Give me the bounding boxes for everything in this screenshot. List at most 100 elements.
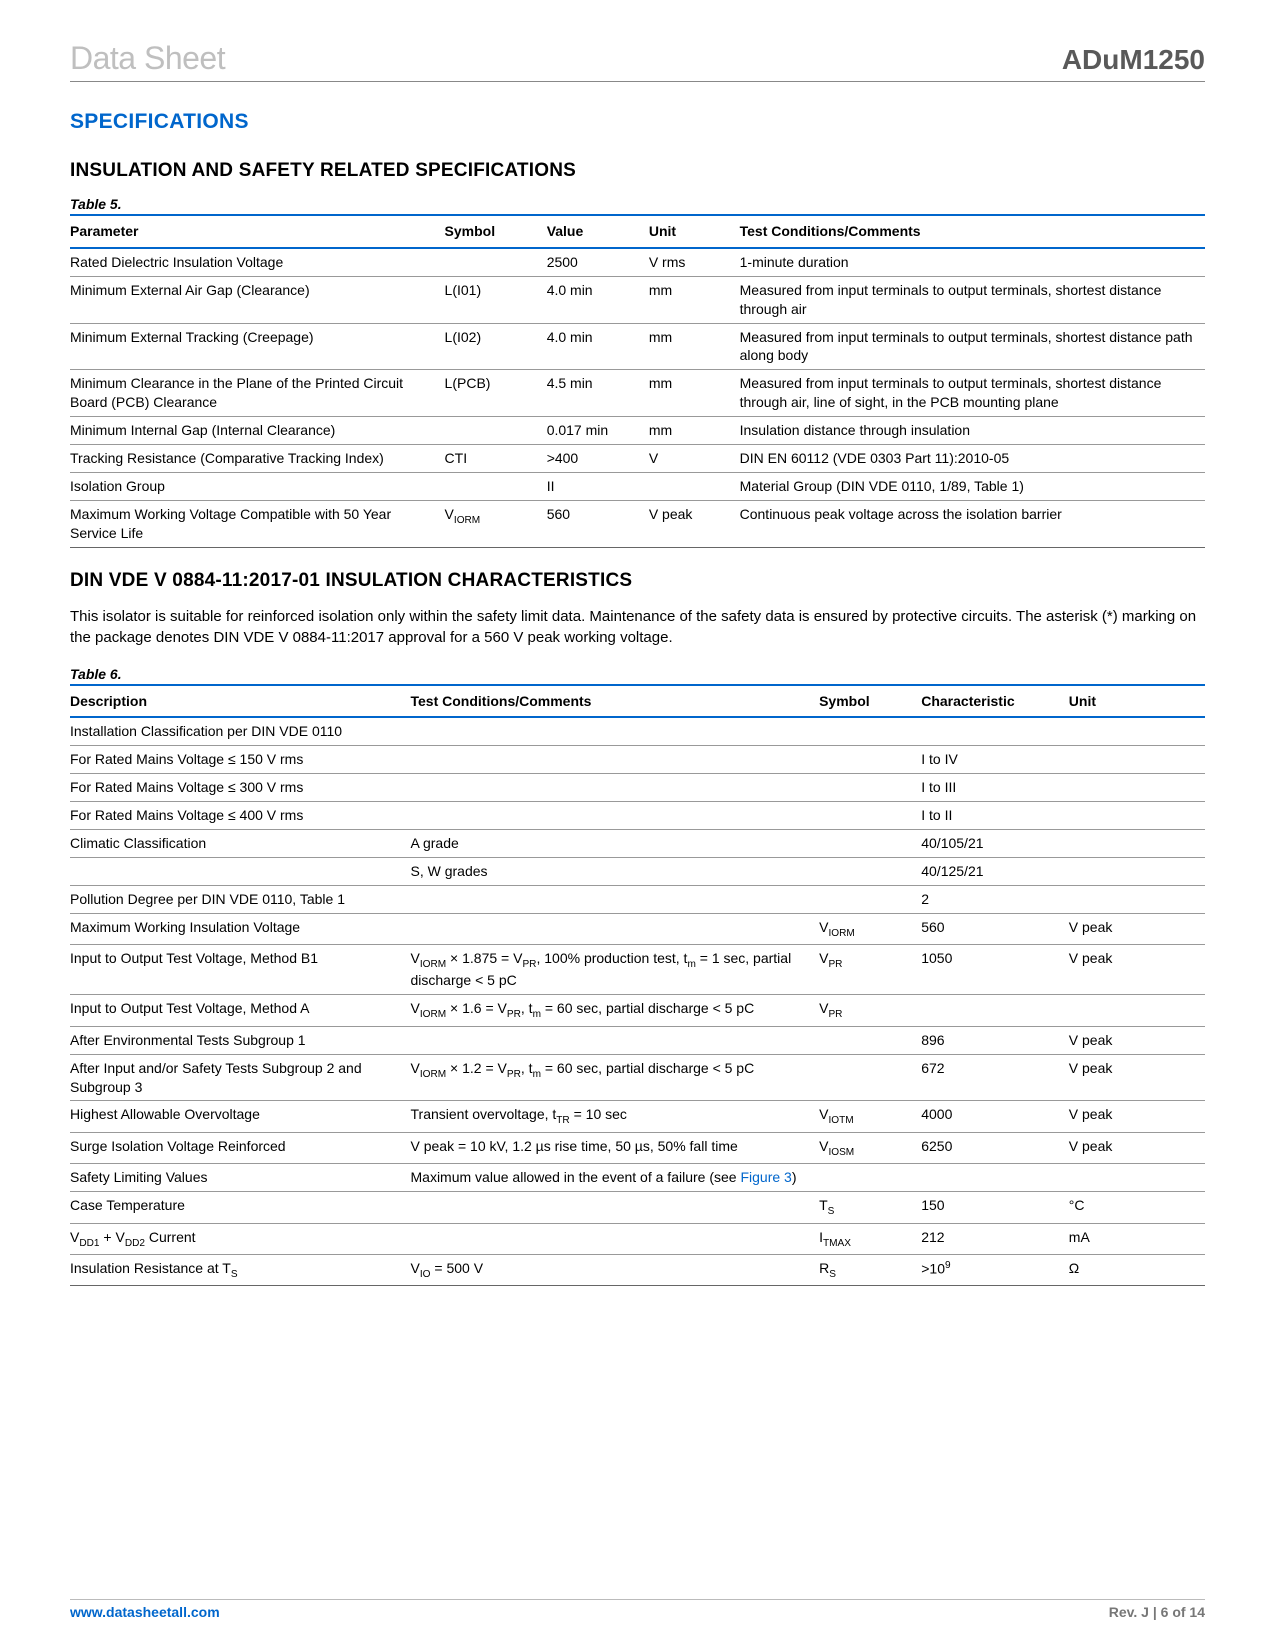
- subsection-1-title: INSULATION AND SAFETY RELATED SPECIFICAT…: [70, 160, 1205, 182]
- table-cell: After Environmental Tests Subgroup 1: [70, 1026, 411, 1054]
- table5-header-cell: Symbol: [445, 215, 547, 248]
- table-cell: [1069, 857, 1205, 885]
- table-cell: [445, 417, 547, 445]
- table-cell: L(I02): [445, 323, 547, 370]
- table-row: Insulation Resistance at TSVIO = 500 VRS…: [70, 1254, 1205, 1285]
- table-cell: Measured from input terminals to output …: [740, 370, 1205, 417]
- table-cell: Isolation Group: [70, 472, 445, 500]
- table-cell: Insulation Resistance at TS: [70, 1254, 411, 1285]
- table-cell: [921, 717, 1069, 745]
- table6-header-cell: Characteristic: [921, 685, 1069, 718]
- table-cell: Pollution Degree per DIN VDE 0110, Table…: [70, 885, 411, 913]
- table-row: Safety Limiting ValuesMaximum value allo…: [70, 1164, 1205, 1192]
- table-cell: 2500: [547, 248, 649, 276]
- table-cell: I to II: [921, 802, 1069, 830]
- table-cell: mm: [649, 276, 740, 323]
- table-cell: mm: [649, 370, 740, 417]
- table-row: Minimum External Tracking (Creepage)L(I0…: [70, 323, 1205, 370]
- table-cell: °C: [1069, 1192, 1205, 1223]
- table-cell: Continuous peak voltage across the isola…: [740, 500, 1205, 547]
- table-cell: [1069, 717, 1205, 745]
- table-cell: VIORM: [819, 913, 921, 944]
- table-cell: [921, 1164, 1069, 1192]
- table-cell: I to IV: [921, 746, 1069, 774]
- table-cell: 1-minute duration: [740, 248, 1205, 276]
- table-row: For Rated Mains Voltage ≤ 400 V rmsI to …: [70, 802, 1205, 830]
- table-cell: [921, 995, 1069, 1026]
- table-cell: Safety Limiting Values: [70, 1164, 411, 1192]
- table-row: Minimum External Air Gap (Clearance)L(I0…: [70, 276, 1205, 323]
- table-cell: 40/125/21: [921, 857, 1069, 885]
- table-cell: ITMAX: [819, 1223, 921, 1254]
- table-cell: For Rated Mains Voltage ≤ 150 V rms: [70, 746, 411, 774]
- table-cell: Maximum value allowed in the event of a …: [411, 1164, 820, 1192]
- table-cell: [1069, 830, 1205, 858]
- table-row: Maximum Working Insulation VoltageVIORM5…: [70, 913, 1205, 944]
- footer-link[interactable]: www.datasheetall.com: [70, 1604, 220, 1620]
- header-left: Data Sheet: [70, 40, 225, 77]
- table-cell: CTI: [445, 445, 547, 473]
- table-cell: 672: [921, 1054, 1069, 1101]
- subsection-2-title: DIN VDE V 0884-11:2017-01 INSULATION CHA…: [70, 570, 1205, 592]
- table-cell: Material Group (DIN VDE 0110, 1/89, Tabl…: [740, 472, 1205, 500]
- table-cell: V peak: [1069, 945, 1205, 995]
- table6-header-cell: Unit: [1069, 685, 1205, 718]
- table-row: VDD1 + VDD2 Current ITMAX212mA: [70, 1223, 1205, 1254]
- table-cell: [411, 1223, 820, 1254]
- table-cell: I to III: [921, 774, 1069, 802]
- table-row: Isolation Group II Material Group (DIN VDE…: [70, 472, 1205, 500]
- table-cell: Tracking Resistance (Comparative Trackin…: [70, 445, 445, 473]
- table-cell: VDD1 + VDD2 Current: [70, 1223, 411, 1254]
- table-cell: II: [547, 472, 649, 500]
- table-cell: [819, 1054, 921, 1101]
- table-cell: VPR: [819, 995, 921, 1026]
- table-cell: VIOSM: [819, 1132, 921, 1163]
- table-cell: [411, 717, 820, 745]
- table-cell: [445, 248, 547, 276]
- table-cell: 2: [921, 885, 1069, 913]
- table-cell: [411, 746, 820, 774]
- table-cell: [819, 746, 921, 774]
- table6: DescriptionTest Conditions/CommentsSymbo…: [70, 684, 1205, 1287]
- table-cell: Minimum External Tracking (Creepage): [70, 323, 445, 370]
- table-row: For Rated Mains Voltage ≤ 150 V rms I to …: [70, 746, 1205, 774]
- table-cell: Minimum Internal Gap (Internal Clearance…: [70, 417, 445, 445]
- table-cell: Highest Allowable Overvoltage: [70, 1101, 411, 1132]
- table-row: Pollution Degree per DIN VDE 0110, Table…: [70, 885, 1205, 913]
- table-row: S, W grades40/125/21: [70, 857, 1205, 885]
- table-cell: [1069, 885, 1205, 913]
- table-cell: RS: [819, 1254, 921, 1285]
- table-cell: Input to Output Test Voltage, Method A: [70, 995, 411, 1026]
- table-cell: [1069, 1164, 1205, 1192]
- table-cell: [411, 774, 820, 802]
- table-cell: 560: [547, 500, 649, 547]
- table-cell: >109: [921, 1254, 1069, 1285]
- table-row: Installation Classification per DIN VDE …: [70, 717, 1205, 745]
- table-cell: [819, 857, 921, 885]
- table-cell: Rated Dielectric Insulation Voltage: [70, 248, 445, 276]
- page-footer: www.datasheetall.com Rev. J | 6 of 14: [70, 1599, 1205, 1620]
- table-cell: [445, 472, 547, 500]
- table-cell: [819, 717, 921, 745]
- table-cell: [819, 802, 921, 830]
- table-cell: [819, 1164, 921, 1192]
- table-row: Input to Output Test Voltage, Method AVI…: [70, 995, 1205, 1026]
- table-cell: [1069, 746, 1205, 774]
- table-cell: V peak: [1069, 1101, 1205, 1132]
- table-cell: 4.0 min: [547, 276, 649, 323]
- table-cell: mA: [1069, 1223, 1205, 1254]
- table-cell: V peak: [649, 500, 740, 547]
- table-cell: VIORM × 1.6 = VPR, tm = 60 sec, partial …: [411, 995, 820, 1026]
- table-cell: 4000: [921, 1101, 1069, 1132]
- table-row: Input to Output Test Voltage, Method B1V…: [70, 945, 1205, 995]
- table-cell: VIORM: [445, 500, 547, 547]
- table-cell: [411, 1026, 820, 1054]
- table-cell: [1069, 802, 1205, 830]
- table-row: Highest Allowable OvervoltageTransient o…: [70, 1101, 1205, 1132]
- table-cell: 212: [921, 1223, 1069, 1254]
- table-cell: V peak: [1069, 1026, 1205, 1054]
- header-right: ADuM1250: [1062, 44, 1205, 76]
- table-cell: V peak: [1069, 913, 1205, 944]
- table-cell: 1050: [921, 945, 1069, 995]
- table-cell: VIORM × 1.2 = VPR, tm = 60 sec, partial …: [411, 1054, 820, 1101]
